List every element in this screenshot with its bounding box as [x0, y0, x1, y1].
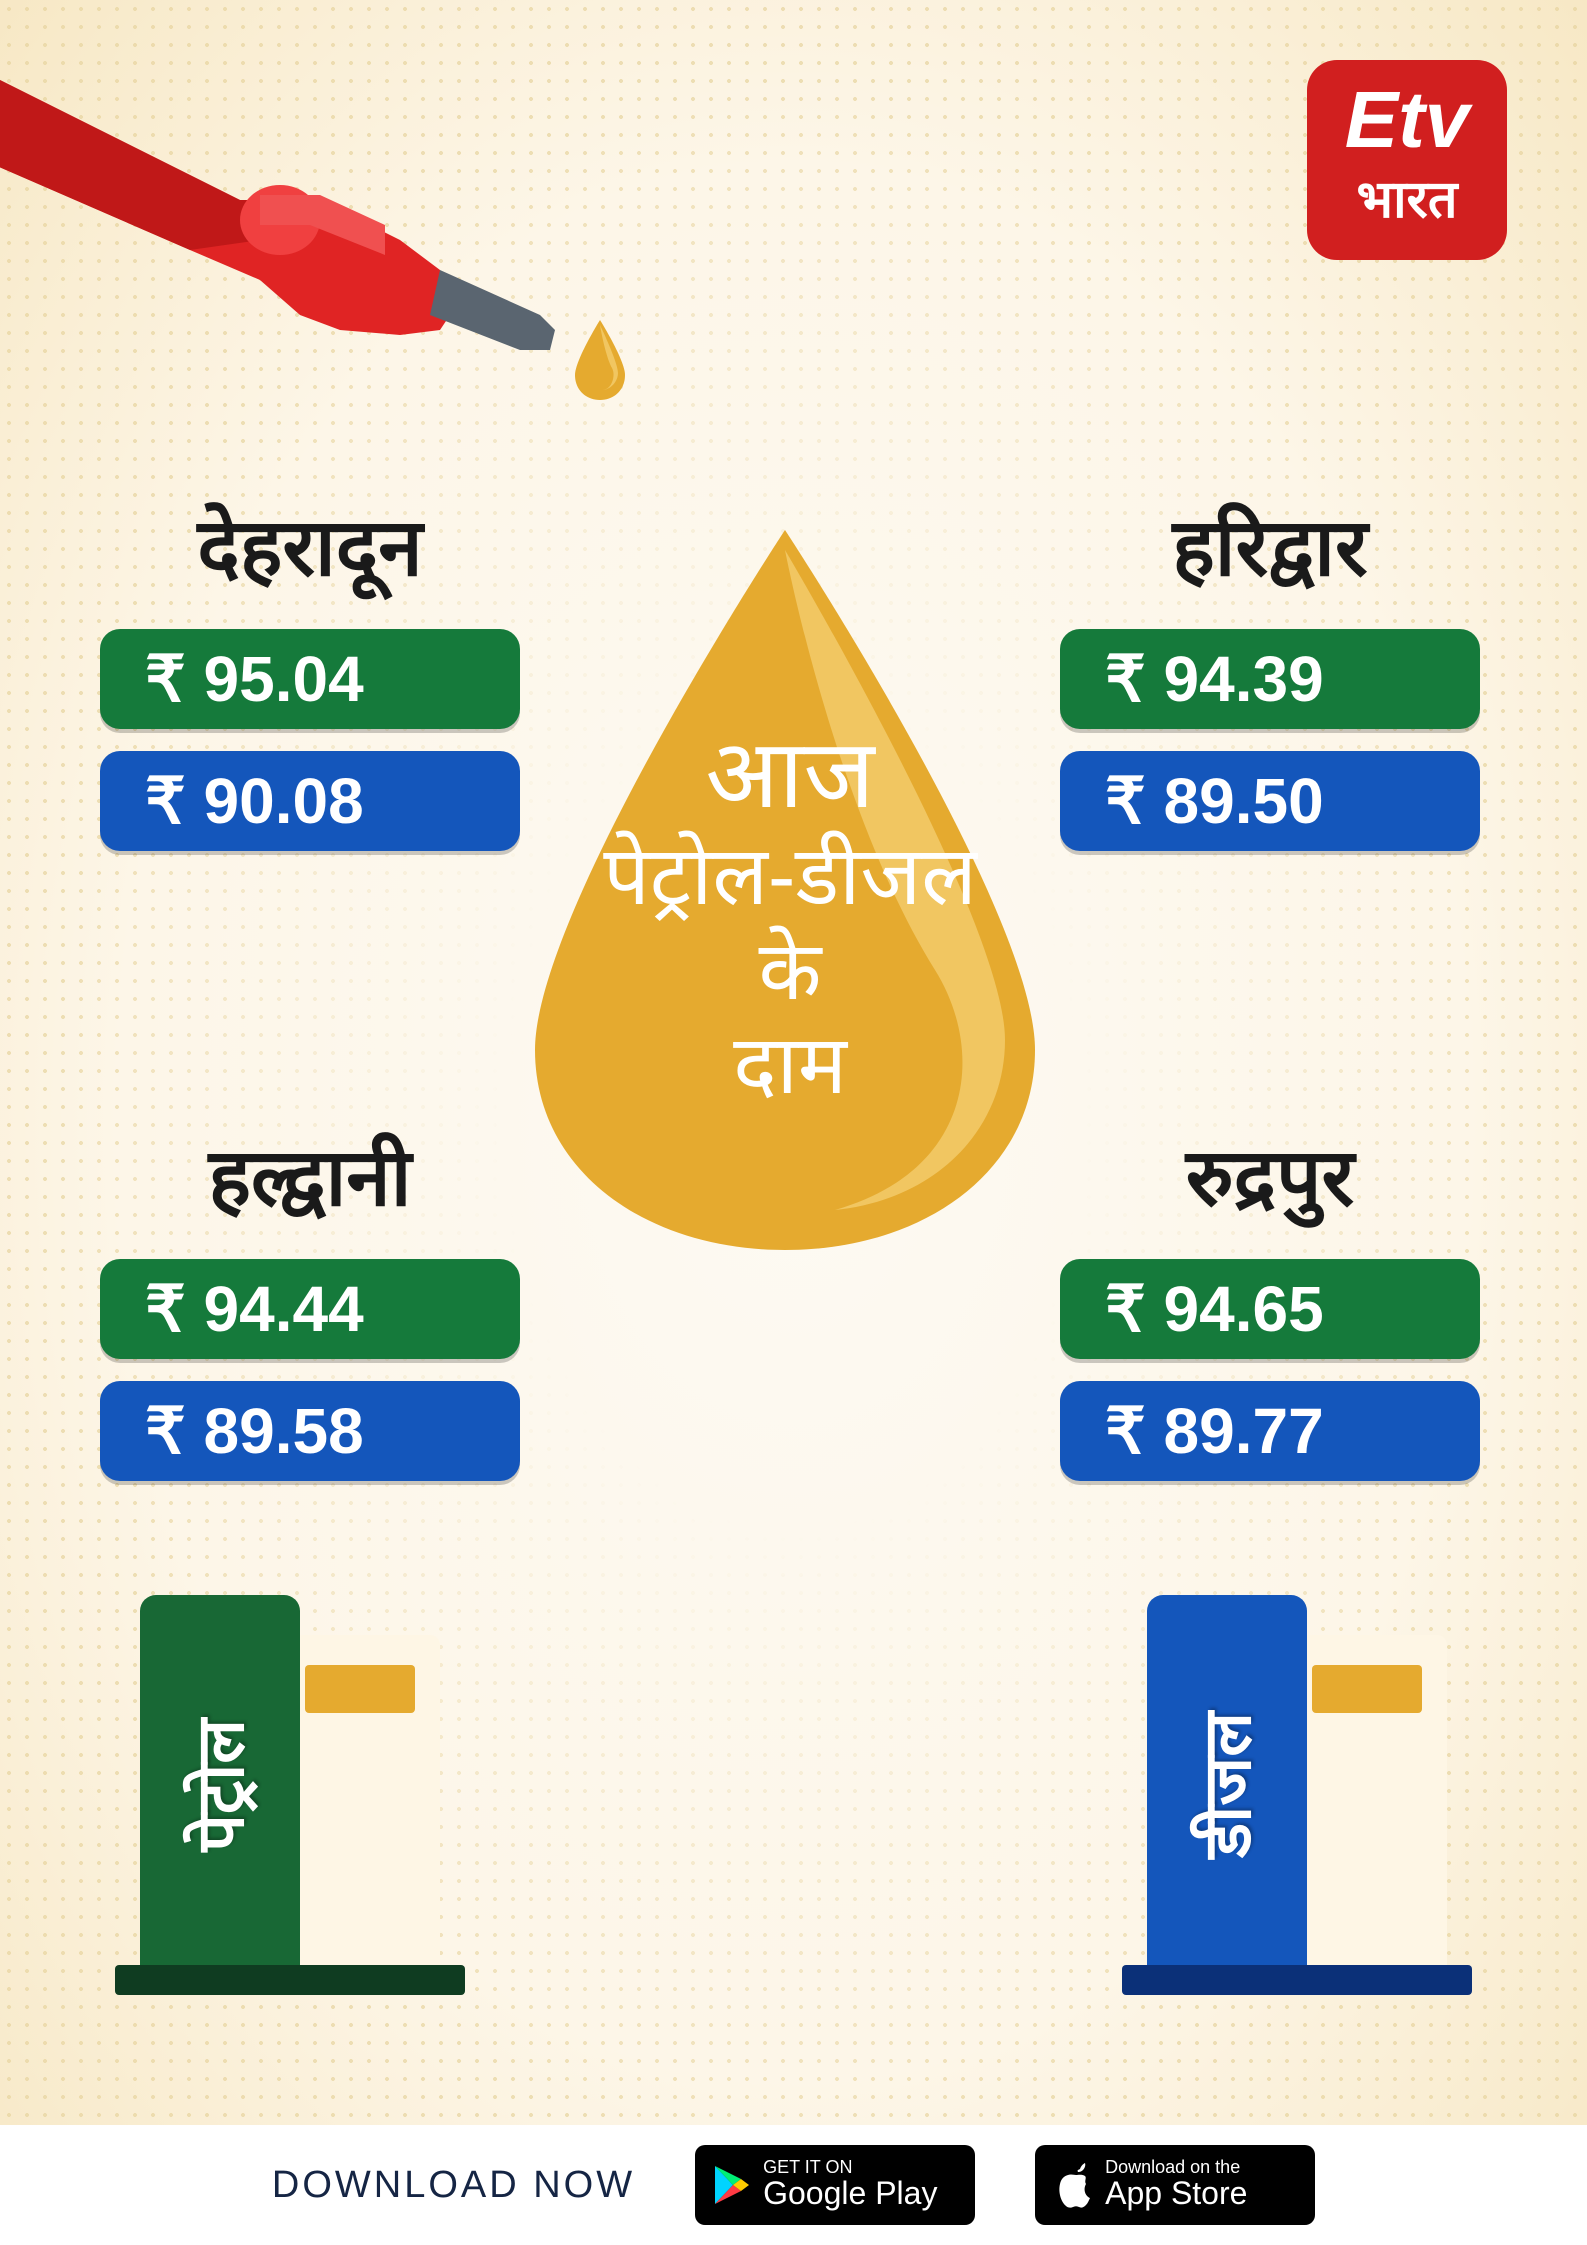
- droplet-line4: दाम: [540, 1019, 1040, 1113]
- pump-base: [115, 1965, 465, 1995]
- pump-stripe: [1312, 1665, 1422, 1713]
- petrol-price: ₹ 94.65: [1060, 1259, 1480, 1359]
- diesel-pump: डीजल: [1147, 1565, 1447, 1995]
- petrol-price: ₹ 94.44: [100, 1259, 520, 1359]
- droplet-line1: आज: [540, 720, 1040, 830]
- app-big-text: App Store: [1105, 2176, 1247, 2211]
- petrol-price: ₹ 94.39: [1060, 629, 1480, 729]
- droplet-line2: पेट्रोल-डीजल: [540, 830, 1040, 924]
- city-name: देहरादून: [100, 490, 520, 599]
- city-name: हल्द्वानी: [100, 1120, 520, 1229]
- pump-panel: [1287, 1635, 1447, 1975]
- apple-icon: [1053, 2162, 1093, 2208]
- logo-top-text: Etv: [1345, 88, 1470, 152]
- play-icon: [713, 2164, 751, 2206]
- logo-bottom-text: भारत: [1357, 162, 1458, 233]
- pump-panel: [280, 1635, 440, 1975]
- app-small-text: Download on the: [1105, 2158, 1247, 2176]
- city-name: हरिद्वार: [1060, 490, 1480, 599]
- droplet-line3: के: [540, 925, 1040, 1019]
- petrol-price: ₹ 95.04: [100, 629, 520, 729]
- droplet-title: आज पेट्रोल-डीजल के दाम: [540, 720, 1040, 1113]
- diesel-price: ₹ 89.77: [1060, 1381, 1480, 1481]
- google-play-badge[interactable]: GET IT ON Google Play: [695, 2145, 975, 2225]
- etv-bharat-logo: Etv भारत: [1307, 60, 1507, 260]
- city-block: देहरादून ₹ 95.04 ₹ 90.08: [100, 490, 520, 873]
- fuel-nozzle-icon: [0, 40, 600, 400]
- footer-bar: DOWNLOAD NOW GET IT ON Google Play Downl…: [0, 2125, 1587, 2245]
- city-name: रुद्रपुर: [1060, 1120, 1480, 1229]
- app-store-badge[interactable]: Download on the App Store: [1035, 2145, 1315, 2225]
- pump-stripe: [305, 1665, 415, 1713]
- small-drop-icon: [570, 320, 630, 400]
- play-big-text: Google Play: [763, 2176, 937, 2211]
- city-block: हल्द्वानी ₹ 94.44 ₹ 89.58: [100, 1120, 520, 1503]
- petrol-label: पेट्रोल: [175, 1719, 265, 1852]
- diesel-price: ₹ 89.58: [100, 1381, 520, 1481]
- play-small-text: GET IT ON: [763, 2158, 937, 2176]
- pump-body-petrol: पेट्रोल: [140, 1595, 300, 1975]
- pump-body-diesel: डीजल: [1147, 1595, 1307, 1975]
- diesel-label: डीजल: [1182, 1712, 1272, 1858]
- diesel-price: ₹ 90.08: [100, 751, 520, 851]
- pump-base: [1122, 1965, 1472, 1995]
- download-text: DOWNLOAD NOW: [272, 2164, 635, 2207]
- city-block: हरिद्वार ₹ 94.39 ₹ 89.50: [1060, 490, 1480, 873]
- city-block: रुद्रपुर ₹ 94.65 ₹ 89.77: [1060, 1120, 1480, 1503]
- petrol-pump: पेट्रोल: [140, 1565, 440, 1995]
- diesel-price: ₹ 89.50: [1060, 751, 1480, 851]
